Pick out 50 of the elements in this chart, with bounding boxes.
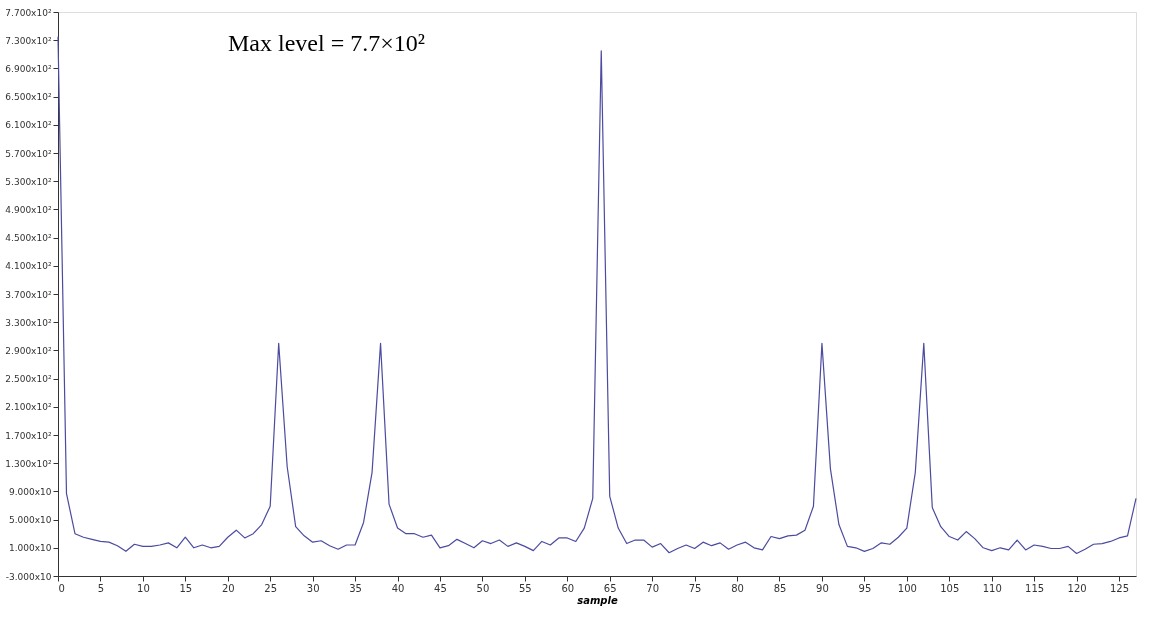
x-tick-label: 45: [434, 582, 447, 594]
y-tick-label: 4.500x10²: [5, 233, 52, 244]
x-tick-label: 60: [561, 582, 575, 594]
x-tick-label: 10: [137, 582, 150, 594]
annotation: Max level = 7.7×10²: [228, 30, 425, 56]
y-tick-label: 1.300x10²: [5, 458, 52, 469]
y-tick-label: 5.000x10: [8, 515, 52, 526]
x-tick-label: 110: [982, 582, 1002, 594]
y-tick-label: 2.900x10²: [5, 345, 52, 356]
x-tick-label: 30: [306, 582, 320, 594]
y-tick-label: 4.100x10²: [5, 261, 52, 272]
y-tick-label: -3.000x10: [5, 571, 52, 582]
x-tick-label: 50: [476, 582, 490, 594]
x-tick-label: 55: [518, 582, 532, 594]
x-tick-label: 15: [179, 582, 193, 594]
x-tick-label: 40: [391, 582, 405, 594]
y-tick-label: 6.100x10²: [5, 120, 52, 131]
x-axis-title: sample: [577, 594, 618, 606]
y-tick-label: 1.700x10²: [5, 430, 52, 441]
x-tick-label: 35: [349, 582, 362, 594]
y-tick-label: 3.300x10²: [5, 317, 52, 328]
y-tick-label: 5.700x10²: [5, 148, 52, 159]
x-tick-label: 5: [97, 582, 105, 594]
x-tick-label: 75: [688, 582, 702, 594]
x-tick-label: 125: [1109, 582, 1130, 594]
y-tick-label: 6.900x10²: [5, 63, 52, 74]
x-tick-label: 115: [1025, 582, 1045, 594]
y-tick-label: 1.000x10: [8, 543, 52, 554]
y-tick-label: 4.900x10²: [5, 204, 52, 215]
x-tick-label: 105: [940, 582, 960, 594]
x-tick-label: 20: [221, 582, 235, 594]
x-tick-label: 90: [816, 582, 829, 594]
x-tick-label: 25: [264, 582, 278, 594]
x-tick-label: 100: [897, 582, 917, 594]
y-tick-label: 2.500x10²: [5, 374, 52, 385]
line-series: [57, 36, 1137, 555]
x-tick-label: 120: [1067, 582, 1087, 594]
x-tick-label: 80: [731, 582, 744, 594]
x-tick-label: 0: [58, 582, 65, 594]
y-tick-label: 7.300x10²: [5, 35, 52, 46]
x-tick-label: 70: [646, 582, 660, 594]
y-tick-label: 7.700x10²: [5, 7, 52, 18]
y-tick-label: 3.700x10²: [5, 289, 52, 300]
x-tick-label: 65: [603, 582, 617, 594]
y-tick-label: 2.100x10²: [5, 402, 52, 413]
y-tick-label: 6.500x10²: [5, 92, 52, 103]
x-tick-label: 95: [858, 582, 872, 594]
y-tick-label: 5.300x10²: [5, 176, 52, 187]
y-tick-label: 9.000x10: [8, 486, 52, 497]
x-tick-label: 85: [773, 582, 787, 594]
